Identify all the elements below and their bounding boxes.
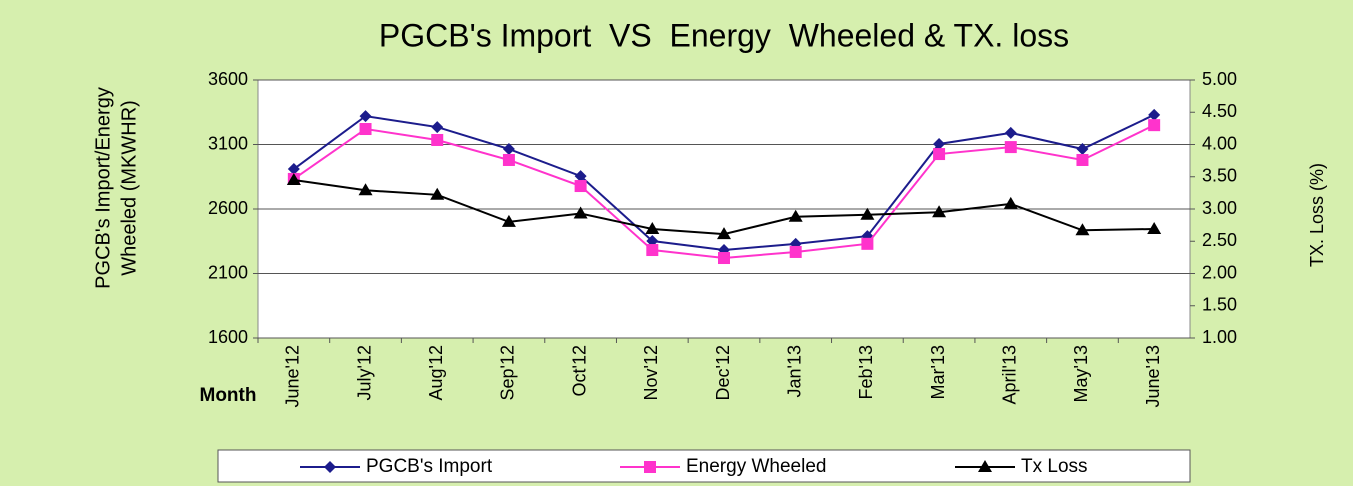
x-tick-label: Mar'13: [928, 345, 948, 399]
y2-tick-label: 5.00: [1202, 69, 1237, 89]
y-tick-label: 3100: [208, 133, 248, 153]
point: [1004, 141, 1017, 154]
point: [430, 187, 445, 200]
chart-title: PGCB's Import VS Energy Wheeled & TX. lo…: [379, 17, 1069, 53]
y-axis-title: PGCB's Import/Energy: [92, 87, 114, 289]
y2-tick-label: 3.00: [1202, 198, 1237, 218]
point: [502, 143, 515, 156]
point: [646, 244, 659, 257]
x-tick-label: July'12: [354, 345, 374, 400]
point: [644, 461, 656, 473]
point: [1075, 223, 1090, 236]
legend: [217, 449, 1191, 483]
x-tick-label: Sep'12: [498, 345, 518, 401]
y-tick-label: 2100: [208, 262, 248, 282]
x-tick-label: April'13: [1000, 345, 1020, 404]
x-tick-label: May'13: [1071, 345, 1091, 402]
legend-label: Tx Loss: [1021, 456, 1088, 477]
point: [431, 121, 444, 134]
point: [502, 153, 515, 166]
y2-tick-label: 4.00: [1202, 133, 1237, 153]
point: [978, 460, 992, 472]
point: [717, 227, 731, 240]
point: [287, 163, 300, 176]
point: [1147, 221, 1162, 234]
x-tick-label: Dec'12: [713, 345, 733, 400]
y-tick-label: 2600: [208, 198, 248, 218]
y-tick-label: 3600: [208, 69, 248, 89]
x-tick-label: June'12: [283, 345, 303, 408]
point: [574, 170, 587, 183]
legend-label: PGCB's Import: [366, 456, 493, 477]
y2-tick-label: 1.50: [1202, 295, 1237, 315]
y2-tick-label: 2.00: [1202, 262, 1237, 282]
x-tick-label: Feb'13: [856, 345, 876, 399]
y-tick-label: 1600: [208, 327, 248, 347]
x-tick-label: Jan'13: [784, 345, 804, 397]
point: [645, 221, 660, 234]
point: [359, 123, 372, 136]
y2-tick-label: 3.50: [1202, 166, 1237, 186]
point: [286, 172, 301, 185]
point: [1003, 196, 1018, 209]
point: [1076, 153, 1089, 166]
legend-label: Energy Wheeled: [686, 456, 826, 477]
point: [1076, 143, 1089, 156]
point: [718, 252, 730, 265]
point: [932, 205, 947, 218]
y-axis-title: Wheeled (MKWHR): [118, 100, 140, 276]
point: [359, 110, 372, 123]
point: [788, 209, 803, 222]
x-axis-title: Month: [200, 385, 257, 406]
y2-tick-label: 4.50: [1202, 101, 1237, 121]
point: [933, 137, 946, 150]
x-tick-label: Oct'12: [569, 345, 589, 396]
point: [861, 237, 874, 250]
y2-tick-label: 2.50: [1202, 230, 1237, 250]
y2-axis-title: TX. Loss (%): [1307, 163, 1327, 267]
point: [933, 148, 946, 161]
point: [1004, 126, 1017, 139]
point: [574, 180, 587, 193]
x-tick-label: Aug'12: [426, 345, 446, 401]
point: [1148, 108, 1161, 121]
x-tick-label: Nov'12: [641, 345, 661, 400]
point: [573, 206, 588, 219]
point: [860, 207, 875, 220]
point: [324, 461, 336, 473]
point: [1148, 119, 1161, 132]
y2-tick-label: 1.00: [1202, 327, 1237, 347]
point: [431, 133, 444, 146]
x-tick-label: June'13: [1143, 345, 1163, 408]
point: [789, 245, 802, 258]
point: [358, 183, 373, 196]
point: [646, 234, 659, 247]
point: [501, 214, 516, 227]
